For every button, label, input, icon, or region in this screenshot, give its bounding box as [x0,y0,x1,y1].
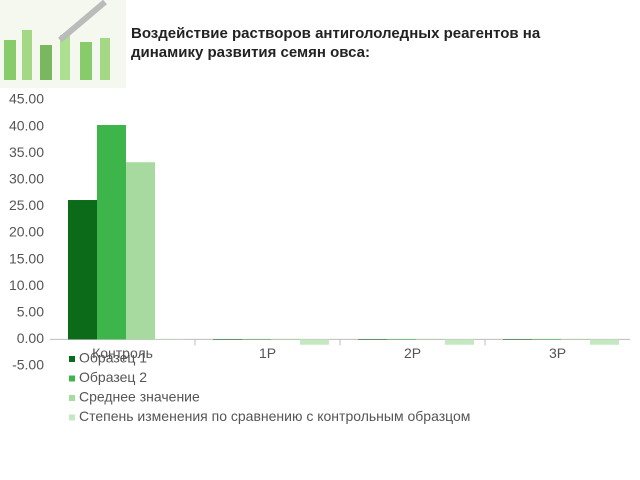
y-tick-label: 20.00 [9,224,44,240]
bar [213,339,242,340]
x-tick-label: 3Р [549,345,566,361]
bar [387,339,416,340]
y-tick-label: 45.00 [9,91,44,107]
bar [68,200,97,340]
y-tick-label: 30.00 [9,171,44,187]
y-tick-label: 0.00 [17,330,44,346]
bar [155,339,184,340]
bar [126,162,155,340]
bar [358,339,387,340]
y-tick-label: 35.00 [9,144,44,160]
y-tick-label: 40.00 [9,117,44,133]
bar [532,339,561,340]
legend-label: Образец 1 [79,350,147,366]
x-tick-label: 2Р [404,345,421,361]
legend-swatch [69,395,75,401]
chart-title: Воздействие растворов антигололедных реа… [131,25,541,61]
legend-swatch [69,414,75,421]
bar [271,339,300,340]
x-tick-label: 1Р [259,345,276,361]
bar [503,339,532,340]
decor-image [0,0,126,88]
y-tick-label: 15.00 [9,250,44,266]
bar [300,339,329,345]
legend-label: Образец 2 [79,369,147,385]
legend-swatch [69,375,75,382]
y-tick-label: 10.00 [9,277,44,293]
y-tick-label: 5.00 [17,304,44,320]
x-tick-label: Контроль [92,345,153,361]
bar [445,339,474,345]
bar [590,339,619,345]
bar [242,339,271,340]
bar [561,339,590,340]
legend-label: Среднее значение [79,389,200,405]
bar [416,339,445,340]
bar [97,125,126,340]
legend-label: Степень изменения по сравнению с контрол… [79,408,470,424]
legend-swatch [69,356,75,362]
y-tick-label: -5.00 [12,357,44,373]
y-tick-label: 25.00 [9,197,44,213]
